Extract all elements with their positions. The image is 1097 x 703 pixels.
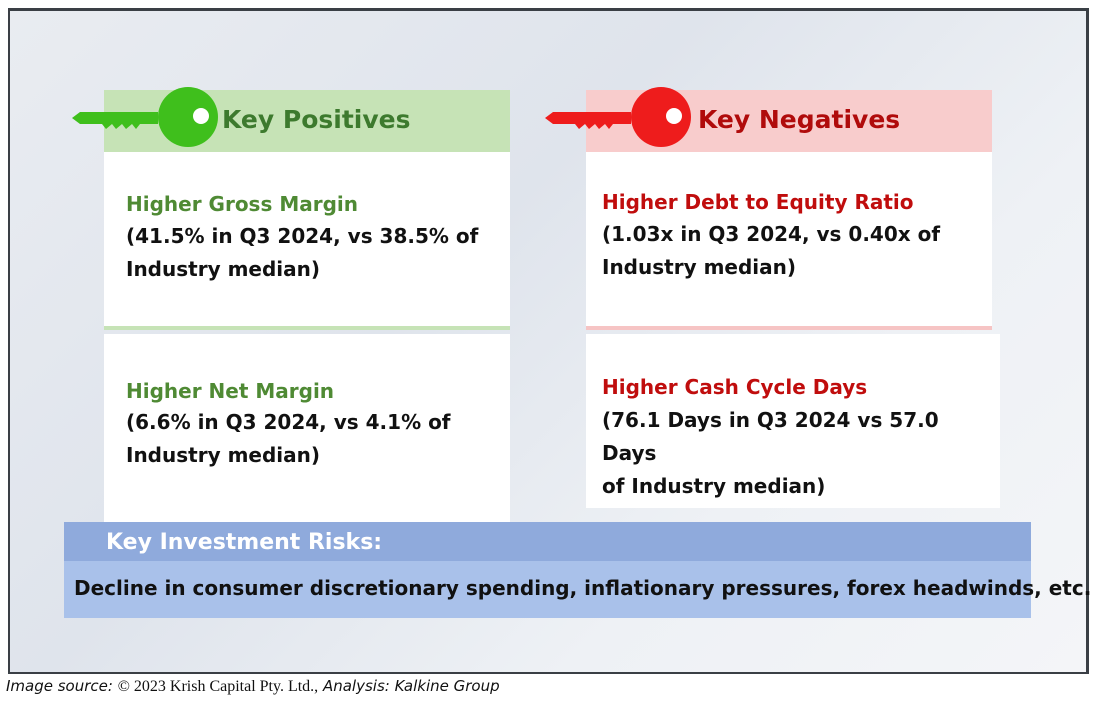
detail-line: Industry median) xyxy=(602,255,797,279)
green-key-icon xyxy=(72,87,218,147)
key-positives-title: Key Positives xyxy=(222,105,411,134)
detail-line: Industry median) xyxy=(126,257,321,281)
positive-item-detail: (41.5% in Q3 2024, vs 38.5% of Industry … xyxy=(126,220,478,286)
positive-item-title: Higher Net Margin xyxy=(126,379,335,403)
investment-risks-title: Key Investment Risks: xyxy=(106,530,383,555)
detail-line: (1.03x in Q3 2024, vs 0.40x of xyxy=(602,222,941,246)
negative-item-title: Higher Debt to Equity Ratio xyxy=(602,190,914,214)
negative-item-cash-cycle: Higher Cash Cycle Days (76.1 Days in Q3 … xyxy=(586,334,1000,508)
caption-analysis-value: Kalkine Group xyxy=(394,677,500,695)
caption-source-value: © 2023 Krish Capital Pty. Ltd., xyxy=(117,678,319,695)
detail-line: of Industry median) xyxy=(602,474,826,498)
detail-line: (76.1 Days in Q3 2024 vs 57.0 Days xyxy=(602,408,939,465)
negative-item-debt-equity: Higher Debt to Equity Ratio (1.03x in Q3… xyxy=(586,152,992,330)
negative-item-title: Higher Cash Cycle Days xyxy=(602,375,868,399)
investment-risks-text: Decline in consumer discretionary spendi… xyxy=(74,576,1092,600)
image-caption: Image source: © 2023 Krish Capital Pty. … xyxy=(6,677,500,696)
investment-risks-header: Key Investment Risks: xyxy=(64,522,1031,561)
negative-item-detail: (1.03x in Q3 2024, vs 0.40x of Industry … xyxy=(602,218,940,284)
key-negatives-title: Key Negatives xyxy=(698,105,901,134)
investment-risks-body: Decline in consumer discretionary spendi… xyxy=(64,561,1091,618)
positive-item-net-margin: Higher Net Margin (6.6% in Q3 2024, vs 4… xyxy=(104,334,510,524)
positive-item-detail: (6.6% in Q3 2024, vs 4.1% of Industry me… xyxy=(126,406,451,472)
caption-source-label: Image source: xyxy=(6,677,113,695)
positive-item-gross-margin: Higher Gross Margin (41.5% in Q3 2024, v… xyxy=(104,152,510,330)
red-key-icon xyxy=(545,87,691,147)
negative-item-detail: (76.1 Days in Q3 2024 vs 57.0 Days of In… xyxy=(602,404,1000,503)
positive-item-title: Higher Gross Margin xyxy=(126,192,359,216)
detail-line: Industry median) xyxy=(126,443,321,467)
caption-analysis-label: Analysis: xyxy=(322,677,390,695)
detail-line: (6.6% in Q3 2024, vs 4.1% of xyxy=(126,410,451,434)
detail-line: (41.5% in Q3 2024, vs 38.5% of xyxy=(126,224,479,248)
